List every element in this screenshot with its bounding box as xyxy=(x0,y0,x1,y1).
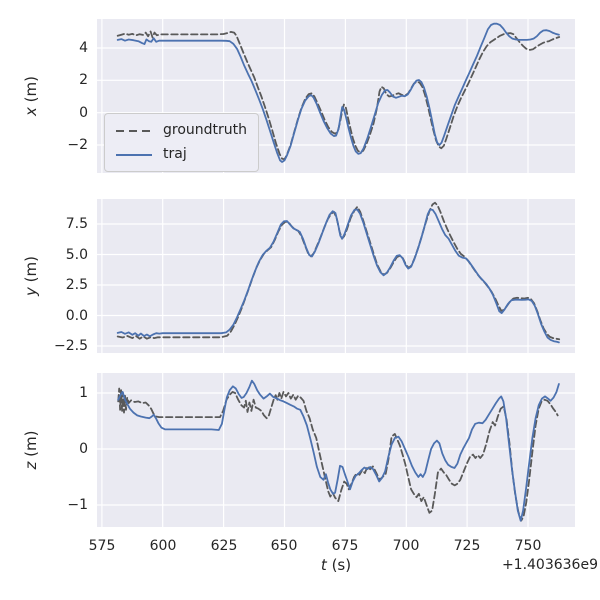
legend-label-groundtruth: groundtruth xyxy=(163,122,248,138)
groundtruth-line-z xyxy=(117,387,559,522)
traj-line-x xyxy=(116,22,560,163)
y-axis-label-x: x (m) xyxy=(22,76,40,116)
x-axis-label-unit: (s) xyxy=(326,556,352,574)
y-axis-label-variable: z xyxy=(22,461,40,470)
y-tick-label-z: −1 xyxy=(67,497,88,513)
y-tick-label-z: 1 xyxy=(79,385,88,401)
y-tick-label-x: 4 xyxy=(79,40,88,56)
dashed-line-swatch xyxy=(116,129,152,132)
legend-label-traj: traj xyxy=(163,146,187,162)
traj-line-z xyxy=(117,379,560,522)
legend-item-groundtruth: groundtruth xyxy=(116,122,247,139)
y-tick-label-x: 0 xyxy=(79,105,88,121)
y-axis-label-unit: (m) xyxy=(22,256,40,288)
x-axis-offset-text: +1.403636e9 xyxy=(501,557,598,573)
x-tick-label: 625 xyxy=(210,538,238,554)
y-tick-label-y: −2.5 xyxy=(54,338,88,354)
y-axis-label-unit: (m) xyxy=(22,76,40,108)
x-tick-label: 750 xyxy=(514,538,542,554)
y-tick-label-y: 7.5 xyxy=(65,216,88,232)
y-tick-label-y: 0.0 xyxy=(65,308,88,324)
x-tick-label: 700 xyxy=(392,538,420,554)
x-tick-label: 575 xyxy=(88,538,116,554)
x-tick-label: 650 xyxy=(270,538,298,554)
solid-line-swatch xyxy=(116,153,152,156)
traj-line-y xyxy=(116,208,560,344)
subplot-y xyxy=(97,199,575,353)
x-tick-label: 725 xyxy=(453,538,481,554)
subplot-x xyxy=(97,19,575,173)
x-axis-label-variable: t xyxy=(320,556,327,574)
y-tick-label-y: 2.5 xyxy=(65,277,88,293)
y-axis-label-unit: (m) xyxy=(22,430,40,462)
y-tick-label-x: −2 xyxy=(67,137,88,153)
y-tick-label-z: 0 xyxy=(79,441,88,457)
groundtruth-line-x xyxy=(116,30,561,161)
y-axis-label-variable: x xyxy=(22,107,40,116)
x-axis-label: t (s) xyxy=(97,556,575,574)
legend-item-traj: traj xyxy=(116,146,247,163)
legend: groundtruth traj xyxy=(104,113,260,172)
x-tick-label: 675 xyxy=(331,538,359,554)
subplot-z xyxy=(97,373,575,527)
y-axis-label-z: z (m) xyxy=(22,431,40,470)
y-axis-label-variable: y xyxy=(22,287,40,296)
y-tick-label-x: 2 xyxy=(79,72,88,88)
y-axis-label-y: y (m) xyxy=(22,256,40,296)
x-tick-label: 600 xyxy=(149,538,177,554)
y-tick-label-y: 5.0 xyxy=(65,247,88,263)
